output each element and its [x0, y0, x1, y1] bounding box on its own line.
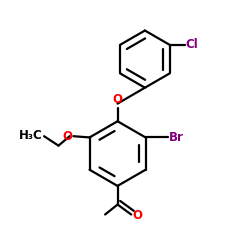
- Text: H₃C: H₃C: [19, 129, 43, 142]
- Text: O: O: [112, 93, 122, 106]
- Text: Cl: Cl: [185, 38, 198, 51]
- Text: Br: Br: [169, 131, 184, 144]
- Text: O: O: [132, 209, 142, 222]
- Text: O: O: [62, 130, 72, 143]
